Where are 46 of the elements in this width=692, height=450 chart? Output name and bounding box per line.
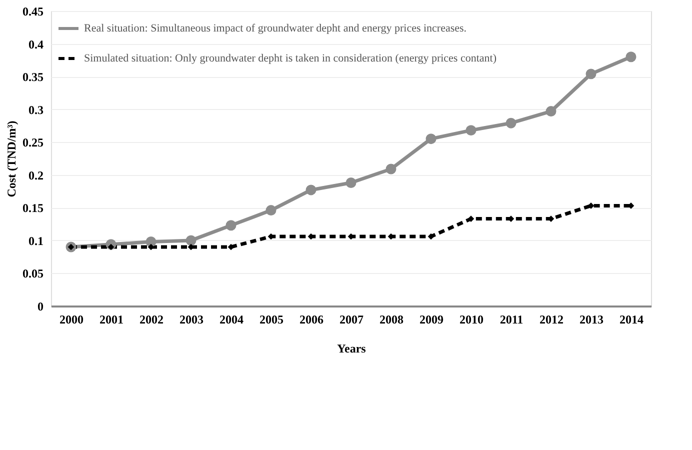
legend-label: Real situation: Simultaneous impact of groundwater depht and energy prices increases. bbox=[84, 22, 467, 34]
x-tick-label: 2011 bbox=[500, 312, 524, 326]
y-axis-title: Cost (TND/m³) bbox=[4, 120, 18, 198]
x-tick-label: 2006 bbox=[300, 312, 324, 326]
x-tick-label: 2012 bbox=[540, 312, 564, 326]
point bbox=[306, 184, 316, 196]
point bbox=[386, 164, 396, 174]
point bbox=[506, 118, 516, 128]
y-tick-label: 0.35 bbox=[22, 70, 44, 84]
y-tick-label: 0.15 bbox=[22, 201, 44, 216]
y-tick-label: 0.25 bbox=[22, 136, 44, 150]
point bbox=[588, 202, 594, 209]
point bbox=[426, 134, 436, 144]
point bbox=[186, 235, 196, 246]
y-tick-label: 0.05 bbox=[22, 266, 44, 281]
x-tick-label: 2013 bbox=[580, 312, 604, 326]
y-tick-label: 0 bbox=[38, 300, 44, 314]
point bbox=[148, 244, 154, 250]
x-tick-label: 2007 bbox=[340, 312, 364, 326]
x-tick-label: 2005 bbox=[260, 312, 284, 326]
y-tick-label: 0.3 bbox=[28, 102, 44, 117]
point bbox=[346, 178, 356, 188]
x-tick-label: 2000 bbox=[60, 312, 84, 326]
x-tick-label: 2002 bbox=[140, 312, 164, 326]
point bbox=[226, 220, 236, 231]
x-tick-label: 2010 bbox=[460, 312, 484, 326]
legend-label: Simulated situation: Only groundwater depht is taken in consideration (energy prices contant) bbox=[84, 52, 497, 64]
x-axis-title: Years bbox=[337, 342, 366, 356]
x-tick-label: 2014 bbox=[620, 312, 644, 326]
x-tick-label: 2001 bbox=[100, 312, 124, 326]
x-tick-label: 2008 bbox=[380, 312, 404, 326]
point bbox=[228, 244, 234, 250]
point bbox=[266, 205, 276, 216]
point bbox=[466, 125, 476, 136]
y-tick-label: 0.45 bbox=[22, 4, 44, 18]
point bbox=[468, 216, 474, 222]
point bbox=[626, 52, 636, 62]
x-tick-label: 2004 bbox=[220, 312, 244, 326]
y-tick-label: 0.4 bbox=[28, 37, 44, 52]
point bbox=[546, 106, 556, 117]
y-tick-label: 0.2 bbox=[28, 168, 44, 182]
point bbox=[428, 233, 434, 240]
x-tick-label: 2009 bbox=[420, 312, 444, 326]
point bbox=[586, 68, 596, 80]
x-tick-label: 2003 bbox=[180, 312, 204, 326]
y-tick-label: 0.1 bbox=[28, 234, 44, 248]
